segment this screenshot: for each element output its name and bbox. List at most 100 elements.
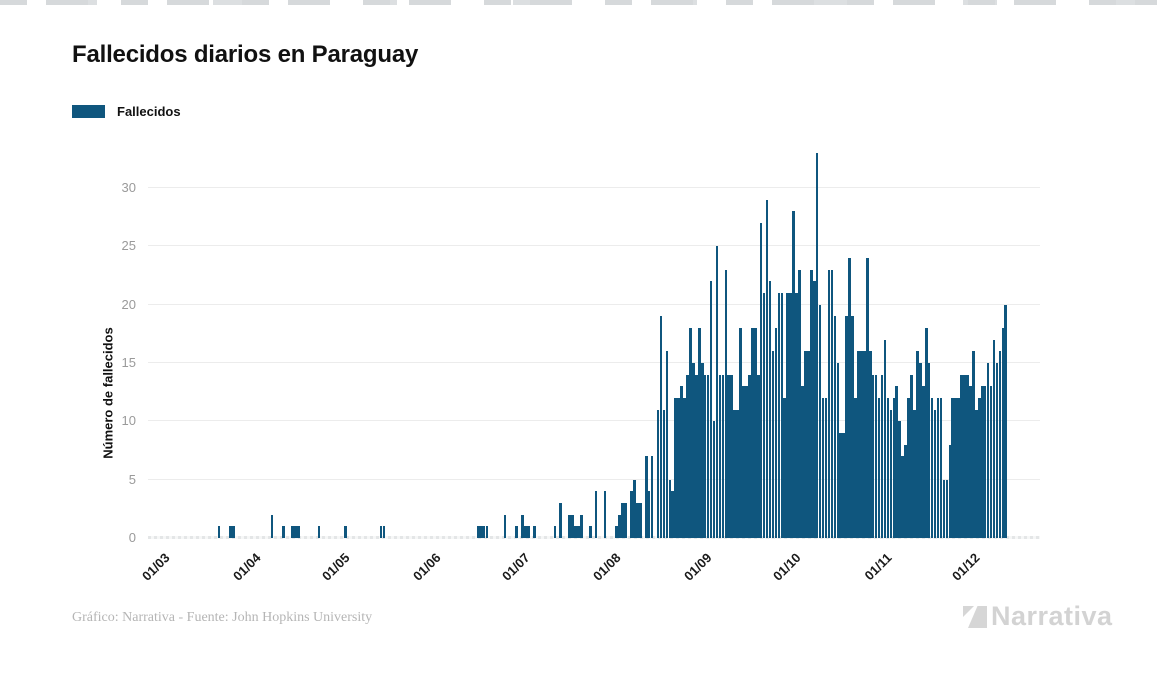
bar-day-249[interactable] [892,398,896,538]
bar-day-262[interactable] [930,398,934,538]
bar-day-54[interactable] [317,526,321,538]
bar-day-189[interactable] [715,246,719,538]
bar-day-173[interactable] [668,479,672,538]
bar-day-157[interactable] [621,503,624,538]
bar-day-146[interactable] [588,526,592,538]
bar-day-140[interactable] [571,514,574,538]
bar-day-276[interactable] [972,351,975,538]
bar-day-277[interactable] [975,409,978,538]
bar-day-172[interactable] [665,351,669,538]
bar-day-215[interactable] [792,211,795,538]
bar-day-246[interactable] [883,339,887,538]
bar-day-151[interactable] [603,491,607,538]
bar-day-235[interactable] [851,316,854,538]
bar-day-195[interactable] [733,409,736,538]
bar-day-229[interactable] [833,316,837,538]
bar-day-268[interactable] [948,444,952,538]
bar-day-162[interactable] [636,503,639,538]
bar-day-245[interactable] [880,374,884,538]
bar-day-224[interactable] [818,304,822,538]
bar-day-200[interactable] [748,374,751,538]
bar-day-196[interactable] [736,409,739,538]
bar-day-110[interactable] [482,526,486,538]
bar-day-238[interactable] [860,351,863,538]
bar-day-181[interactable] [692,363,695,538]
bar-day-267[interactable] [945,479,949,538]
bar-day-143[interactable] [580,514,583,538]
bar-day-125[interactable] [527,526,530,538]
bar-day-198[interactable] [742,386,745,538]
bar-day-139[interactable] [568,514,571,538]
bar-day-271[interactable] [957,398,960,538]
bar-day-232[interactable] [842,433,845,538]
bar-day-211[interactable] [780,293,784,538]
legend[interactable]: Fallecidos [72,104,181,119]
bar-day-204[interactable] [759,223,763,538]
bar-day-251[interactable] [898,421,901,538]
bar-day-282[interactable] [989,386,993,538]
bar-day-38[interactable] [270,514,274,538]
bar-day-274[interactable] [966,374,969,538]
bar-day-193[interactable] [727,374,731,538]
bar-day-176[interactable] [677,398,680,538]
bar-day-255[interactable] [910,374,913,538]
bar-day-45[interactable] [291,526,294,538]
bar-day-170[interactable] [659,316,663,538]
bar-day-225[interactable] [821,398,825,538]
bar-day-209[interactable] [774,328,778,538]
bar-day-188[interactable] [712,421,716,538]
bar-day-236[interactable] [854,398,857,538]
bar-day-205[interactable] [762,293,766,538]
bar-day-241[interactable] [868,351,872,538]
bar-day-263[interactable] [933,409,937,538]
bar-day-279[interactable] [980,386,984,538]
bar-day-160[interactable] [630,491,633,538]
bar-day-136[interactable] [559,503,563,538]
bar-day-163[interactable] [639,503,642,538]
bar-day-221[interactable] [809,269,813,538]
bar-day-197[interactable] [739,328,742,538]
bar-day-187[interactable] [709,281,713,538]
bar-day-191[interactable] [721,374,725,538]
bar-day-20[interactable] [217,526,221,538]
bar-day-250[interactable] [895,386,899,538]
bar-day-231[interactable] [839,433,843,538]
bar-day-161[interactable] [633,479,636,538]
bar-day-242[interactable] [871,374,875,538]
bar-day-186[interactable] [706,374,710,538]
bar-day-148[interactable] [594,491,598,538]
bar-day-24[interactable] [229,526,233,538]
bar-day-169[interactable] [656,409,660,538]
bar-day-124[interactable] [524,526,527,538]
bar-day-223[interactable] [815,153,819,538]
bar-day-25[interactable] [232,526,235,538]
bar-day-252[interactable] [901,456,904,538]
bar-day-265[interactable] [939,398,943,538]
bar-day-233[interactable] [845,316,848,538]
bar-day-264[interactable] [936,398,940,538]
bar-day-184[interactable] [700,363,704,538]
bar-day-280[interactable] [983,386,987,538]
bar-day-226[interactable] [824,398,828,538]
bar-day-203[interactable] [756,374,760,538]
bar-day-286[interactable] [1001,328,1005,538]
bar-day-121[interactable] [515,526,518,538]
bar-day-171[interactable] [662,409,666,538]
bar-day-174[interactable] [671,491,675,538]
bar-day-240[interactable] [865,258,869,538]
bar-day-261[interactable] [927,363,931,538]
bar-day-266[interactable] [942,479,946,538]
bar-day-287[interactable] [1004,304,1008,538]
bar-day-227[interactable] [827,269,831,538]
bar-day-155[interactable] [615,526,619,538]
bar-day-254[interactable] [907,398,910,538]
bar-day-166[interactable] [647,491,651,538]
bar-day-253[interactable] [904,444,907,538]
bar-day-270[interactable] [954,398,957,538]
bar-day-220[interactable] [807,351,810,538]
bar-day-212[interactable] [783,398,787,538]
bar-day-213[interactable] [786,293,789,538]
bar-day-178[interactable] [683,398,686,538]
bar-day-158[interactable] [624,503,627,538]
bar-day-217[interactable] [798,269,801,538]
